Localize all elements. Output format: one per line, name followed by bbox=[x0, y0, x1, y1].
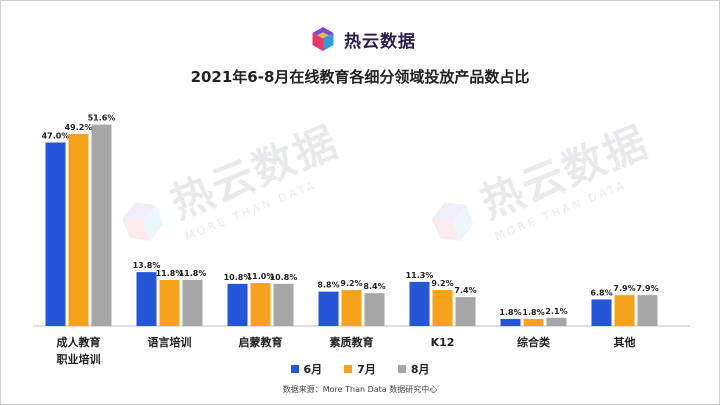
data-label: 11.0% bbox=[247, 272, 275, 281]
data-label: 10.8% bbox=[270, 273, 298, 282]
bar bbox=[45, 142, 66, 326]
data-label: 10.8% bbox=[224, 273, 252, 282]
brand-logo-text: 热云数据 bbox=[344, 31, 416, 52]
brand-logo-icon bbox=[312, 27, 334, 51]
bar bbox=[182, 279, 203, 326]
bar bbox=[341, 290, 362, 326]
bar bbox=[273, 283, 294, 326]
data-label: 7.4% bbox=[454, 286, 476, 295]
bar bbox=[68, 133, 89, 326]
bar bbox=[250, 283, 271, 326]
x-tick-label: 素质教育 bbox=[330, 335, 374, 349]
bar bbox=[364, 293, 385, 326]
legend-item-7: 7月 bbox=[344, 361, 376, 377]
x-tick-label: 启蒙教育 bbox=[239, 335, 283, 349]
bar bbox=[523, 318, 544, 326]
data-label: 6.8% bbox=[590, 288, 612, 297]
bar bbox=[500, 318, 521, 326]
legend-item-8: 8月 bbox=[397, 361, 430, 377]
legend-item-6: 6月 bbox=[290, 361, 323, 377]
data-label: 47.0% bbox=[42, 132, 70, 141]
chart-legend: 6月 7月 8月 bbox=[0, 361, 720, 377]
x-tick-label: 综合类 bbox=[517, 335, 551, 349]
bar bbox=[409, 281, 430, 326]
x-tick-label: 职业培训 bbox=[57, 352, 101, 366]
data-label: 11.8% bbox=[179, 269, 207, 278]
data-label: 49.2% bbox=[65, 123, 93, 132]
data-label: 9.2% bbox=[340, 279, 362, 288]
data-label: 9.2% bbox=[431, 279, 453, 288]
legend-swatch bbox=[290, 365, 299, 373]
x-tick-label: K12 bbox=[431, 336, 455, 349]
bar bbox=[91, 124, 112, 326]
legend-label: 7月 bbox=[357, 363, 376, 376]
legend-swatch bbox=[344, 365, 353, 373]
bar bbox=[546, 317, 567, 326]
x-tick-label: 成人教育 bbox=[57, 335, 101, 349]
bar bbox=[614, 295, 635, 326]
bar bbox=[591, 299, 612, 326]
data-label: 7.9% bbox=[636, 284, 658, 293]
bar bbox=[455, 297, 476, 326]
data-label: 1.8% bbox=[499, 308, 521, 317]
legend-swatch bbox=[397, 365, 406, 373]
data-label: 11.8% bbox=[156, 269, 184, 278]
data-label: 8.4% bbox=[363, 282, 385, 291]
brand-logo: 热云数据 bbox=[308, 22, 416, 56]
bar bbox=[432, 290, 453, 326]
legend-label: 6月 bbox=[303, 363, 323, 376]
chart-title: 2021年6-8月在线教育各细分领域投放产品数占比 bbox=[190, 68, 530, 86]
x-tick-label: 其他 bbox=[614, 335, 636, 349]
bar bbox=[318, 291, 339, 326]
data-label: 51.6% bbox=[88, 114, 116, 123]
bar bbox=[227, 283, 248, 326]
data-label: 11.3% bbox=[406, 271, 434, 280]
bar bbox=[136, 272, 157, 326]
data-label: 13.8% bbox=[133, 261, 161, 270]
data-label: 7.9% bbox=[613, 284, 635, 293]
data-label: 8.8% bbox=[317, 281, 339, 290]
data-source: 数据来源：More Than Data 数据研究中心 bbox=[282, 385, 438, 394]
x-tick-label: 语言培训 bbox=[148, 335, 192, 349]
legend-label: 8月 bbox=[410, 363, 430, 376]
data-label: 2.1% bbox=[545, 307, 567, 316]
bar bbox=[637, 295, 658, 326]
bar bbox=[159, 279, 180, 326]
data-label: 1.8% bbox=[522, 308, 544, 317]
